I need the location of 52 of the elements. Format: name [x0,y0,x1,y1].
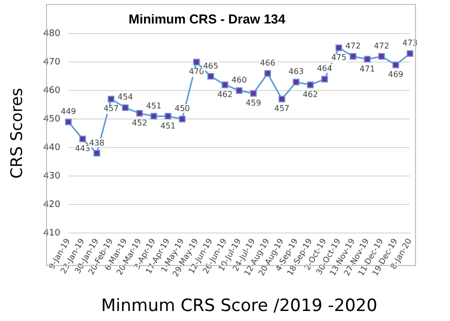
data-label: 465 [203,61,218,70]
data-label: 475 [331,52,346,62]
data-label: 451 [146,101,162,110]
data-label: 464 [316,64,332,74]
point [378,53,385,60]
point [222,82,228,88]
data-label: 472 [374,41,390,50]
point [94,150,100,157]
point [278,96,286,102]
point [65,118,72,126]
data-label: 469 [388,70,404,80]
point [250,90,257,97]
data-label: 463 [288,67,304,76]
point [321,76,328,82]
point [150,112,158,120]
data-label: 450 [174,104,190,114]
point [307,82,314,88]
point [350,53,356,60]
point [392,62,400,68]
point [207,72,214,80]
point [79,136,86,142]
data-label: 438 [89,138,104,148]
x-axis-title: Minmum CRS Score /2019 -2020 [101,296,378,316]
data-label: 460 [232,76,247,85]
point [364,56,371,63]
point [336,44,342,52]
data-label: 457 [274,104,290,114]
data-label: 471 [360,64,375,74]
data-label: 462 [302,90,318,99]
data-label: 462 [217,90,233,99]
point [406,50,414,57]
point [264,70,271,77]
point [193,58,200,66]
point [292,78,300,86]
point [136,110,143,117]
data-label: 451 [160,121,176,130]
data-label: 454 [118,92,133,102]
point [164,112,172,120]
point [236,87,243,94]
point [122,104,129,111]
data-label: 457 [103,104,119,114]
y-axis-title: CRS Scores [6,88,26,179]
data-label: 466 [260,58,276,68]
data-label: 449 [60,106,76,116]
data-label: 470 [188,67,204,76]
data-label: 472 [345,41,361,50]
chart-title: Minimum CRS - Draw 134 [128,11,286,26]
data-label: 443 [74,144,90,154]
data-label: 452 [132,118,148,128]
point [108,96,114,102]
data-label: 459 [246,98,262,108]
point [178,116,186,122]
